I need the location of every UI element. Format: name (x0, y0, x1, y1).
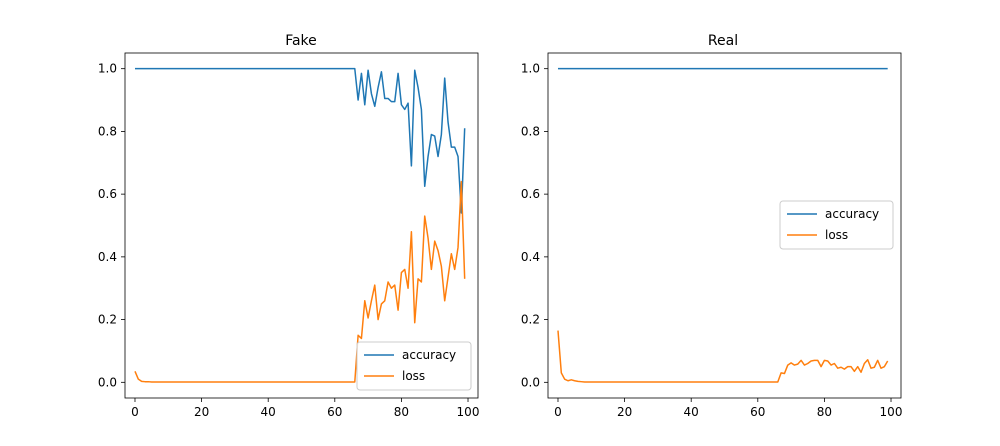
x-tick-label: 40 (684, 405, 699, 419)
x-tick-label: 0 (554, 405, 562, 419)
x-tick-label: 20 (617, 405, 632, 419)
axes-frame (547, 52, 902, 399)
legend-box (779, 200, 894, 250)
chart-title-fake: Fake (285, 33, 317, 49)
legend-box (356, 341, 472, 391)
x-tick-label: 100 (880, 405, 903, 419)
series-line-loss (134, 180, 466, 383)
y-tick-label: 0.8 (98, 124, 117, 138)
legend-label-accuracy: accuracy (402, 348, 456, 362)
y-tick-label: 0.4 (521, 250, 540, 264)
plot-area-real: 0 20 40 60 80 100 0.0 0.2 0.4 0.6 0.8 1.0 (521, 52, 903, 419)
y-tick-label: 0.2 (98, 313, 117, 327)
axes-frame (124, 52, 479, 399)
y-tick-label: 0.0 (98, 375, 117, 389)
y-tick-label: 0.6 (98, 187, 117, 201)
legend-label-loss: loss (825, 228, 848, 242)
plot-area-fake: 0 20 40 60 80 100 0.0 0.2 0.4 0.6 0.8 1.0 (98, 52, 480, 419)
y-tick-label: 0.2 (521, 313, 540, 327)
chart-title-real: Real (708, 33, 738, 49)
y-tick-label: 1.0 (98, 62, 117, 76)
y-tick-label: 0.6 (521, 187, 540, 201)
legend-fake: accuracy loss (356, 341, 472, 391)
x-tick-label: 40 (261, 405, 276, 419)
legend-label-accuracy: accuracy (825, 207, 879, 221)
x-tick-label: 60 (750, 405, 765, 419)
panel-real: Real 0 20 40 60 80 100 0.0 0.2 0.4 0.6 0.8 1.0 accu… (521, 33, 903, 419)
x-tick-label: 80 (394, 405, 409, 419)
x-tick-label: 80 (817, 405, 832, 419)
x-tick-label: 60 (327, 405, 342, 419)
legend-label-loss: loss (402, 369, 425, 383)
x-tick-label: 100 (457, 405, 480, 419)
y-tick-label: 0.0 (521, 375, 540, 389)
legend-real: accuracy loss (779, 200, 894, 250)
y-tick-label: 0.8 (521, 124, 540, 138)
series-line-accuracy (134, 67, 466, 214)
x-tick-label: 20 (194, 405, 209, 419)
y-tick-label: 1.0 (521, 62, 540, 76)
x-tick-label: 0 (131, 405, 139, 419)
y-tick-label: 0.4 (98, 250, 117, 264)
series-line-loss (557, 330, 889, 383)
panel-fake: Fake 0 20 40 60 80 100 0.0 0.2 0.4 0.6 0.8 1.0 accu… (98, 33, 480, 419)
